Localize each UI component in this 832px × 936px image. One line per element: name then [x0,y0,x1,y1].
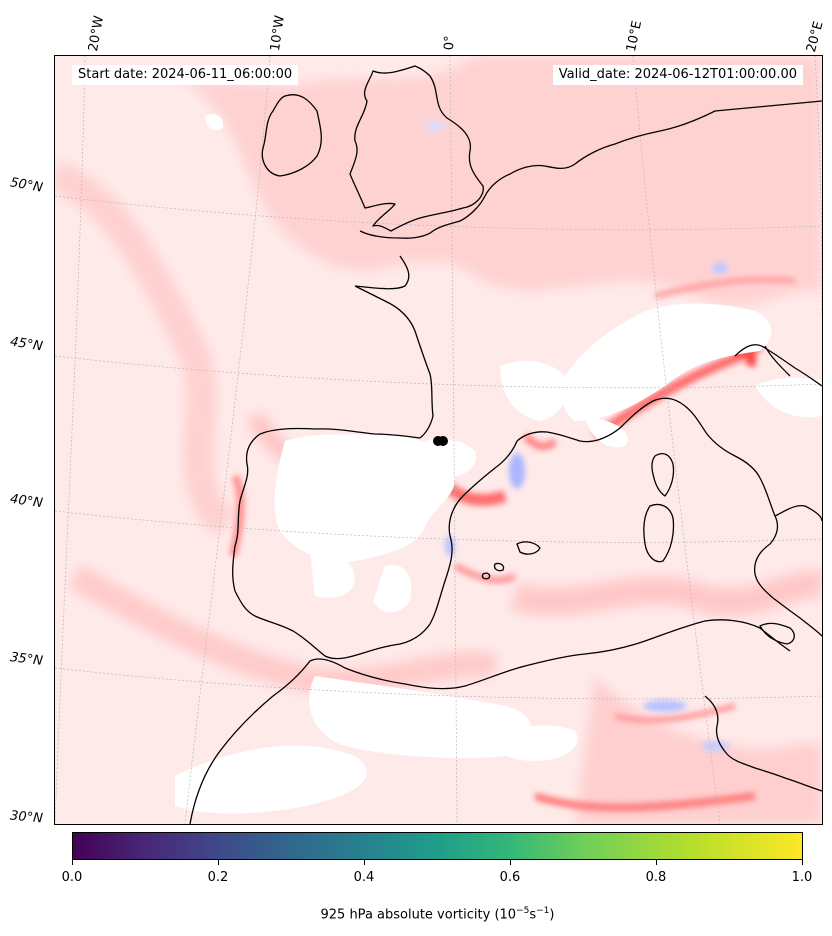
valid-date-label: Valid_date: 2024-06-12T01:00:00.00 [552,65,803,85]
colorbar-tick [510,860,511,865]
lat-label-50n: 50°N [8,175,44,196]
colorbar-tick [72,860,73,865]
colorbar-tick [364,860,365,865]
colorbar-tick-label: 0.0 [61,870,83,885]
colorbar-tick-label: 1.0 [791,870,813,885]
vorticity-map [55,56,822,824]
location-marker [433,436,448,446]
lon-label-20e: 20°E [804,19,827,54]
lon-label-10e: 10°E [624,19,646,54]
lat-label-30n: 30°N [9,808,44,827]
lat-label-35n: 35°N [9,650,44,669]
colorbar-tick [656,860,657,865]
colorbar-tick [802,860,803,865]
lat-label-45n: 45°N [9,334,44,355]
colorbar-tick-label: 0.8 [645,870,667,885]
colorbar-title: 925 hPa absolute vorticity (10−5s−1) [320,906,555,923]
colorbar-tick-label: 0.6 [499,870,521,885]
lat-label-40n: 40°N [9,491,44,512]
colorbar-tick-label: 0.4 [353,870,375,885]
map-panel [54,55,823,825]
masked-regions [175,114,822,814]
coastlines [189,65,822,824]
lon-label-20w: 20°W [86,14,108,53]
lon-label-10w: 10°W [268,14,288,53]
graticule [55,56,822,824]
lon-label-0: 0° [442,35,458,51]
colorbar-tick-label: 0.2 [207,870,229,885]
colorbar-tick [218,860,219,865]
colorbar [72,832,803,860]
start-date-label: Start date: 2024-06-11_06:00:00 [72,65,299,85]
